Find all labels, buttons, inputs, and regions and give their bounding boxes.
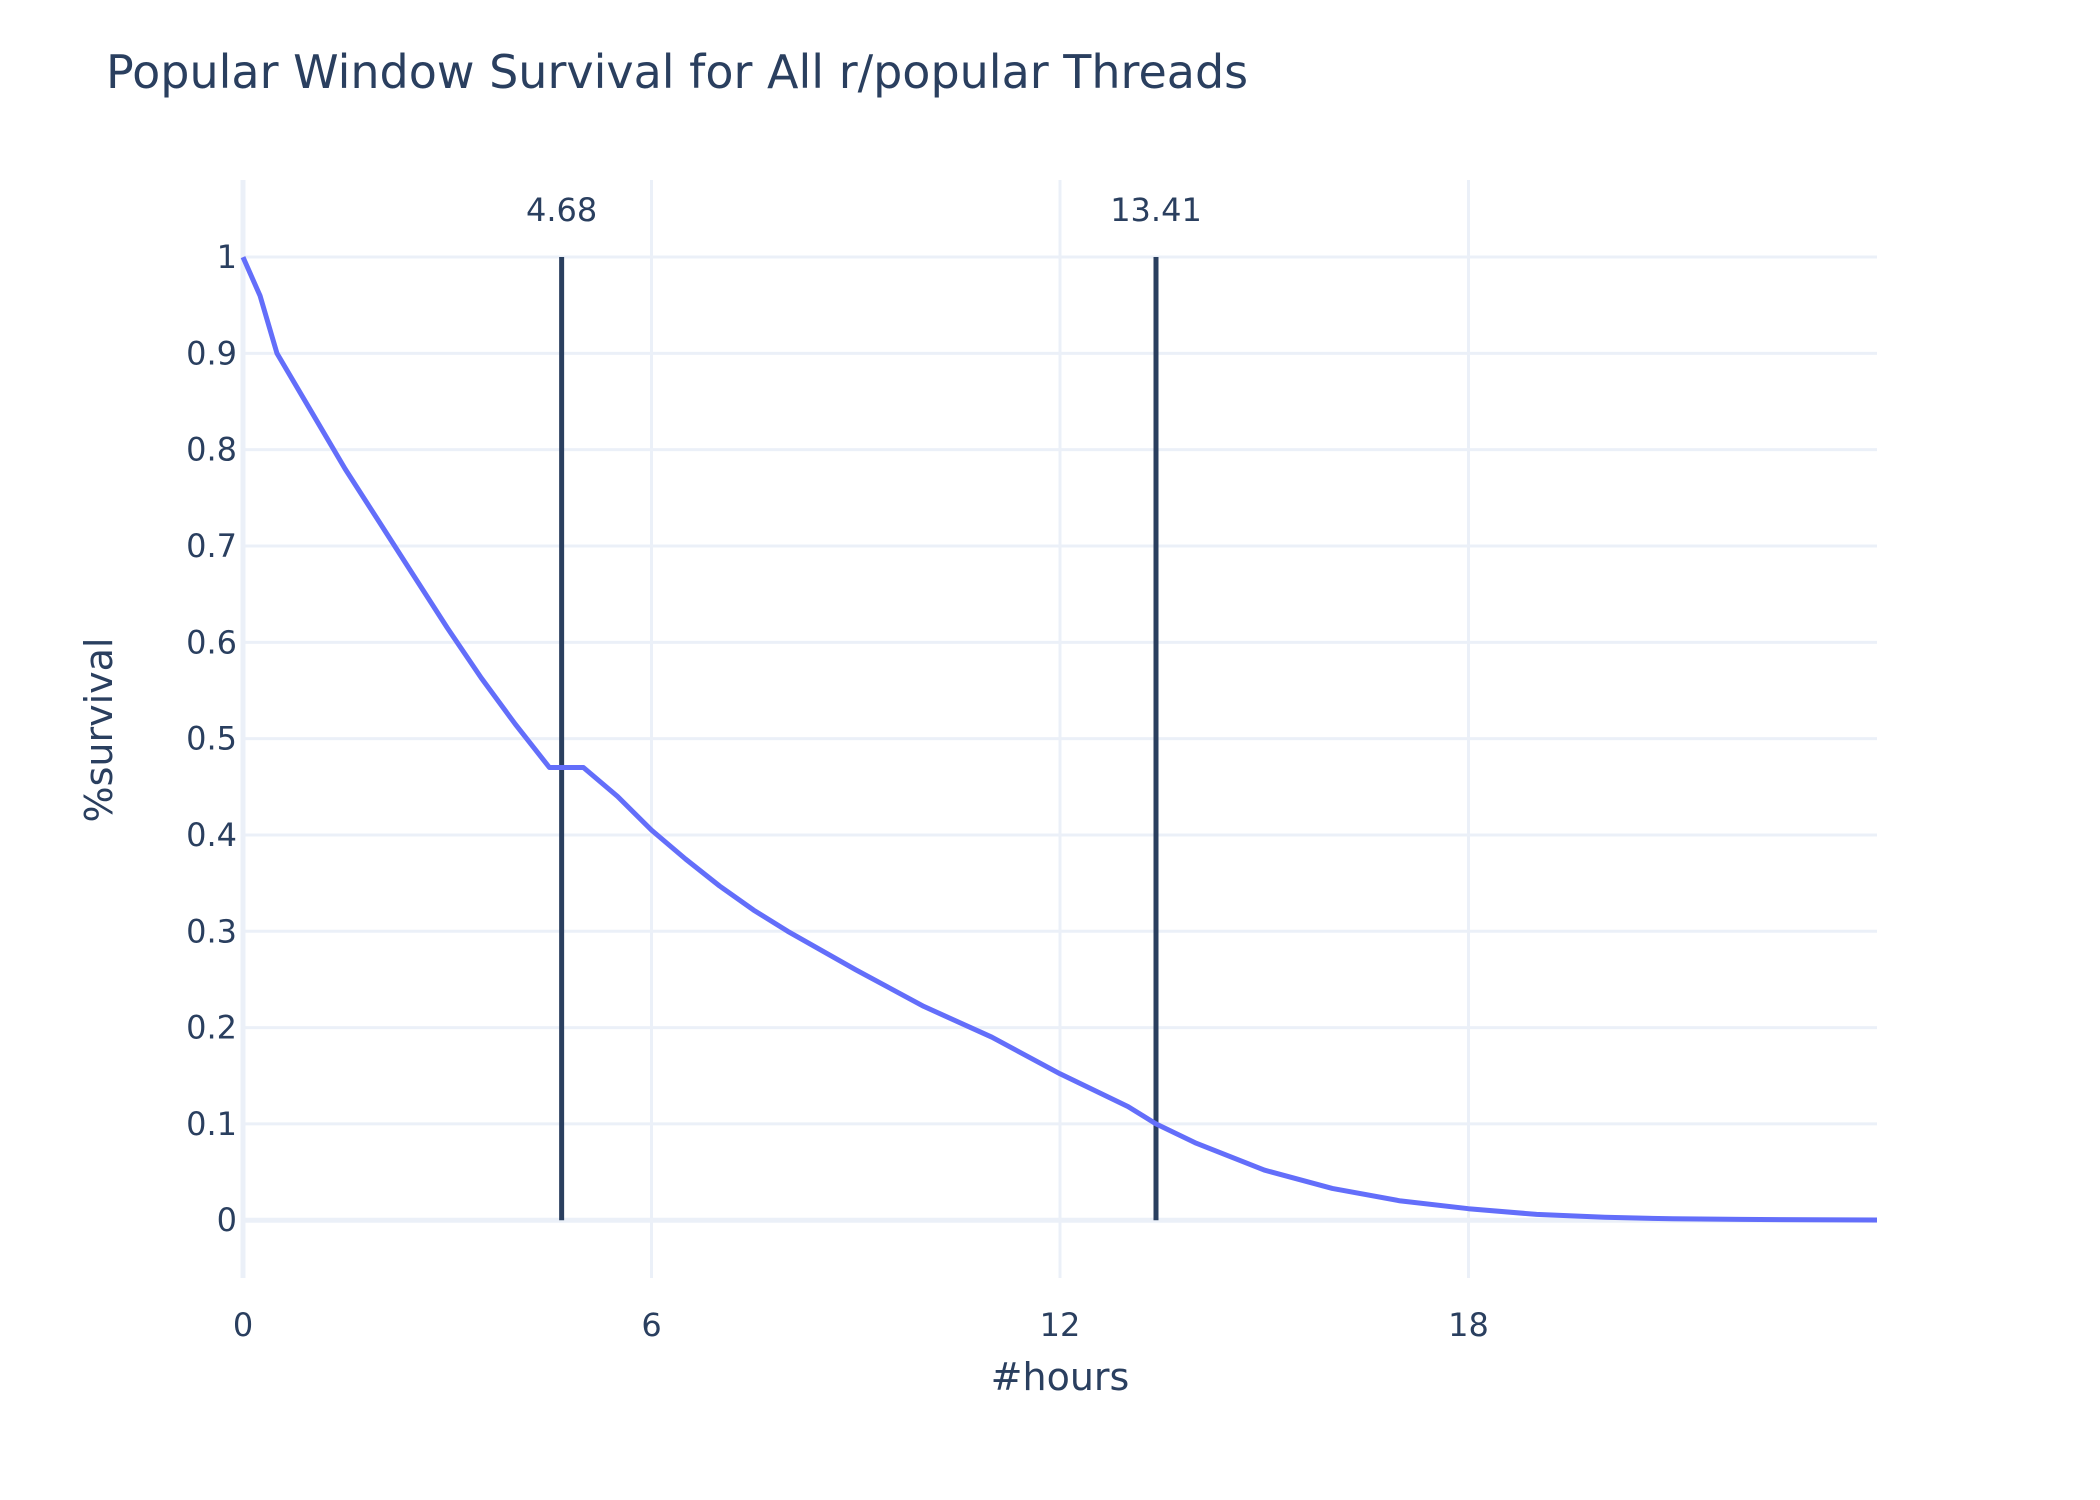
series-layer: [240, 256, 1878, 1223]
y-axis-title: %survival: [77, 638, 121, 823]
y-tick-label: 0.6: [186, 623, 237, 661]
survival-curve: [240, 256, 1878, 1223]
y-tick-label: 0.7: [186, 527, 237, 565]
x-tick-label: 0: [233, 1306, 253, 1344]
reference-line-label: 4.68: [526, 191, 597, 229]
x-axis-title: #hours: [991, 1355, 1130, 1399]
vline-layer: [559, 257, 1159, 1221]
x-tick-label: 6: [641, 1306, 661, 1344]
y-tick-label: 0.9: [186, 334, 237, 372]
y-tick-label: 0: [217, 1201, 237, 1239]
y-tick-label: 0.1: [186, 1105, 237, 1143]
y-tick-label: 0.3: [186, 912, 237, 950]
y-tick-label: 1: [217, 238, 237, 276]
y-tick-label: 0.2: [186, 1009, 237, 1047]
chart-title: Popular Window Survival for All r/popula…: [106, 45, 1248, 99]
x-tick-label: 12: [1040, 1306, 1081, 1344]
x-tick-label: 18: [1448, 1306, 1489, 1344]
y-tick-label: 0.5: [186, 720, 237, 758]
annotation-layer: 4.68 13.41: [526, 191, 1202, 229]
y-tick-label: 0.4: [186, 816, 237, 854]
tick-layer: 0 6 12 18 0 0.1 0.2 0.3 0.4 0.5 0.6 0.7 0.8 0.9 1: [186, 238, 1489, 1344]
y-tick-label: 0.8: [186, 431, 237, 469]
grid-layer: [240, 180, 1877, 1278]
reference-line-label: 13.41: [1110, 191, 1202, 229]
